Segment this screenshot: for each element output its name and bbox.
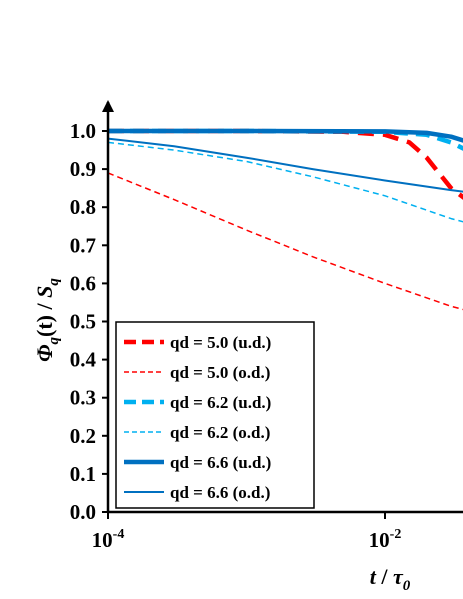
legend: qd = 5.0 (u.d.) qd = 5.0 (o.d.) qd = 6.2 (…	[115, 321, 315, 509]
ticks-layer: 0.0 0.1 0.2 0.3 0.4 0.5 0.6 0.7 0.8 0.9 1.0 10-4 10-…	[70, 119, 402, 552]
y-tick-label: 0.3	[70, 386, 96, 410]
y-tick-label: 0.2	[70, 424, 96, 448]
y-tick-label: 1.0	[70, 119, 96, 143]
y-tick-label: 0.8	[70, 195, 96, 219]
legend-label: qd = 6.2 (o.d.)	[170, 423, 270, 442]
x-axis-title: t / τ0	[370, 564, 411, 594]
series-line-4	[108, 141, 463, 223]
legend-box	[115, 321, 315, 509]
y-tick-label: 0.9	[70, 157, 96, 181]
y-axis-arrow	[102, 100, 114, 112]
x-tick-label: 10-4	[92, 527, 125, 552]
series-line-1	[108, 128, 463, 200]
y-tick-label: 0.6	[70, 271, 96, 295]
legend-label: qd = 6.6 (u.d.)	[170, 453, 271, 472]
y-tick-label: 0.0	[70, 500, 96, 524]
y-axis-title: Φq(t) / Sq	[32, 278, 62, 362]
legend-label: qd = 6.6 (o.d.)	[170, 483, 270, 502]
legend-label: qd = 5.0 (u.d.)	[170, 333, 271, 352]
series-line-2	[108, 172, 463, 311]
legend-label: qd = 6.2 (u.d.)	[170, 393, 271, 412]
x-tick-label: 10-2	[369, 527, 402, 552]
legend-label: qd = 5.0 (o.d.)	[170, 363, 270, 382]
series-line-5	[108, 128, 463, 143]
y-tick-label: 0.5	[70, 310, 96, 334]
axes-layer	[102, 100, 463, 514]
series-line-6	[108, 137, 463, 193]
series-layer	[108, 128, 463, 311]
y-tick-label: 0.4	[70, 348, 97, 372]
y-tick-label: 0.7	[70, 233, 96, 257]
y-tick-label: 0.1	[70, 462, 96, 486]
